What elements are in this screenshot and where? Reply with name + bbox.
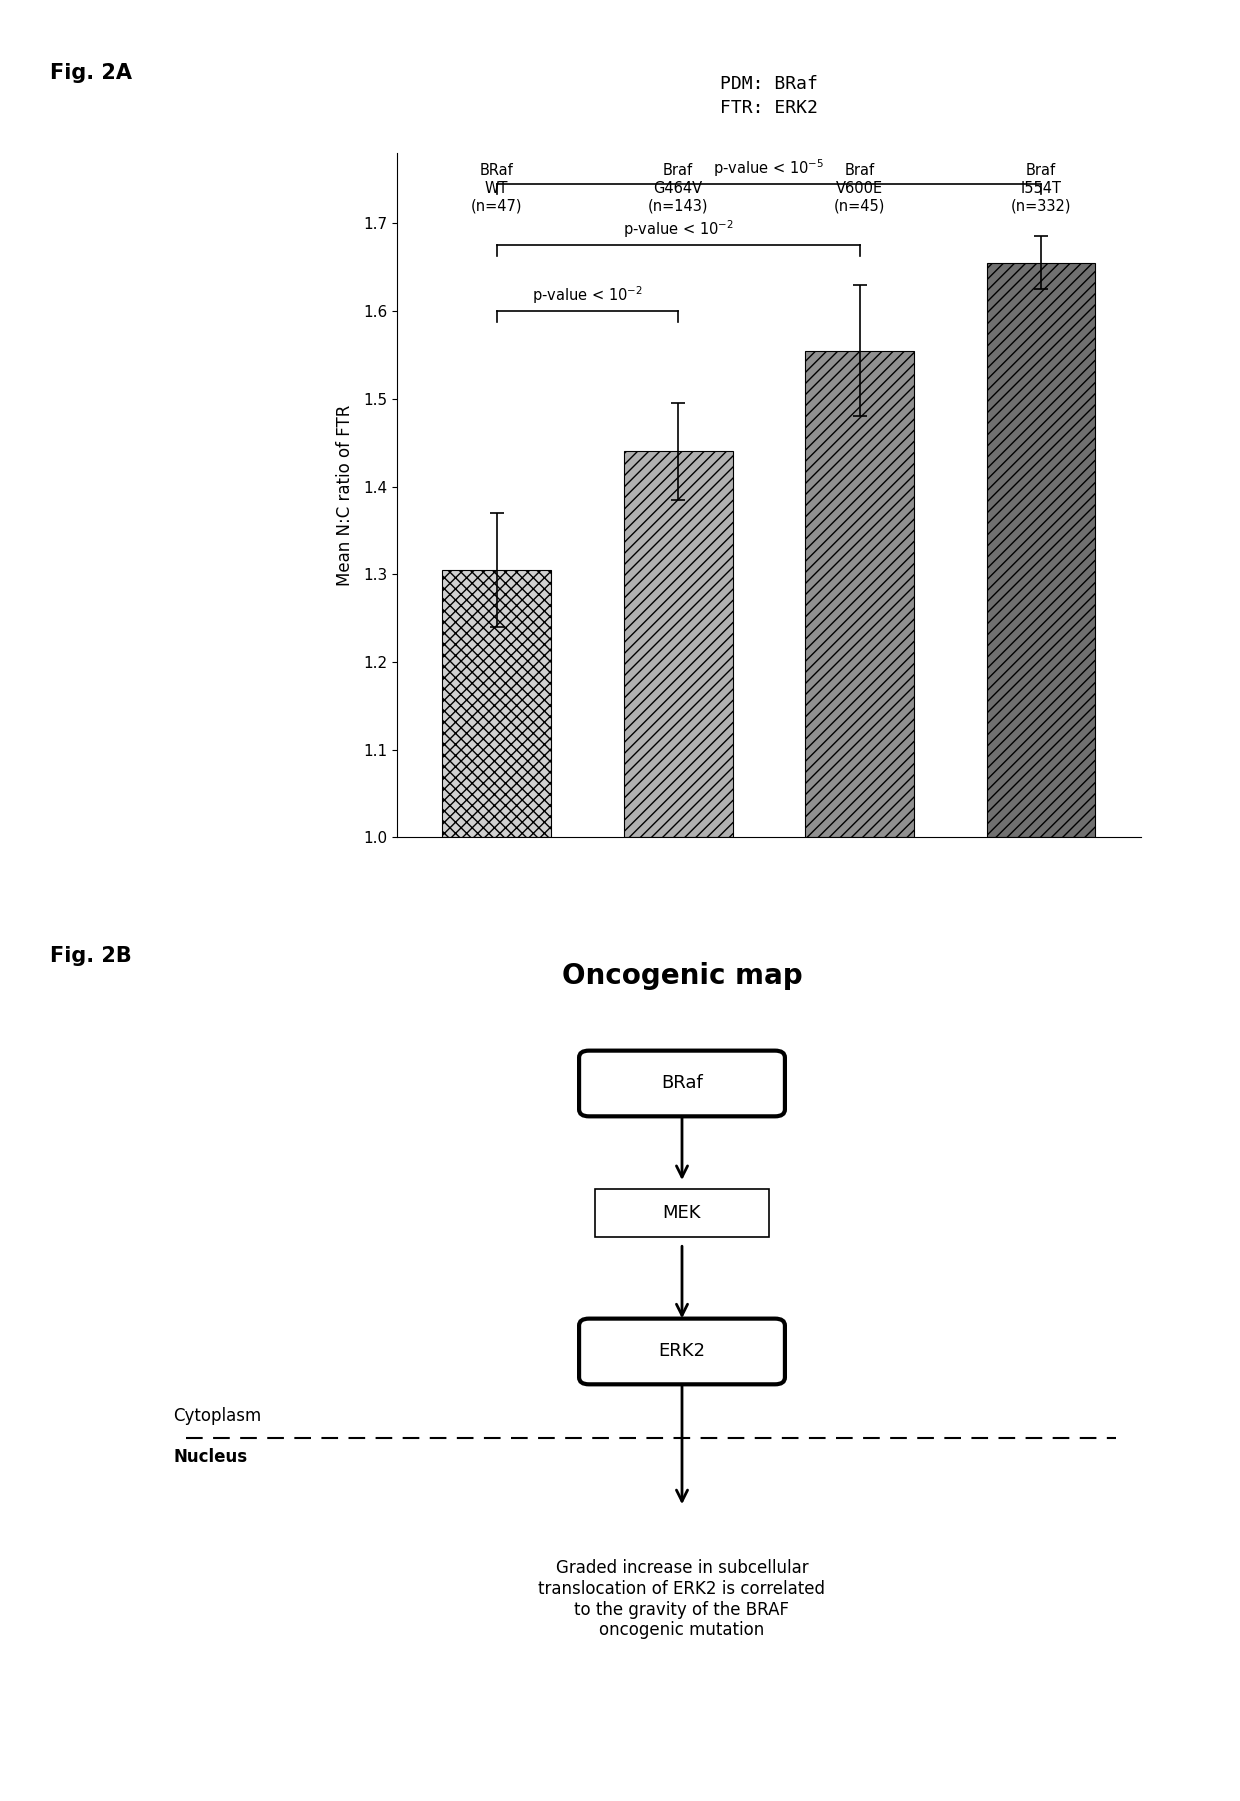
Text: BRaf: BRaf (661, 1075, 703, 1093)
Text: p-value < 10$^{-2}$: p-value < 10$^{-2}$ (532, 285, 642, 306)
Text: Braf
I554T
(n=332): Braf I554T (n=332) (1011, 164, 1071, 213)
Text: p-value < 10$^{-2}$: p-value < 10$^{-2}$ (622, 218, 734, 240)
Text: Braf
G464V
(n=143): Braf G464V (n=143) (647, 164, 708, 213)
Text: PDM: BRaf
FTR: ERK2: PDM: BRaf FTR: ERK2 (720, 76, 817, 117)
Text: MEK: MEK (662, 1205, 702, 1223)
Bar (595, 1189, 769, 1237)
Text: Nucleus: Nucleus (174, 1448, 248, 1466)
Text: Cytoplasm: Cytoplasm (174, 1407, 262, 1425)
Text: Oncogenic map: Oncogenic map (562, 962, 802, 991)
Bar (805, 351, 914, 837)
Text: p-value < 10$^{-5}$: p-value < 10$^{-5}$ (713, 157, 825, 178)
Bar (987, 263, 1095, 837)
Y-axis label: Mean N:C ratio of FTR: Mean N:C ratio of FTR (336, 405, 355, 585)
Text: Fig. 2A: Fig. 2A (50, 63, 131, 83)
Text: Graded increase in subcellular
translocation of ERK2 is correlated
to the gravit: Graded increase in subcellular transloca… (538, 1560, 826, 1639)
FancyBboxPatch shape (579, 1050, 785, 1117)
Text: Fig. 2B: Fig. 2B (50, 946, 131, 965)
Text: Braf
V600E
(n=45): Braf V600E (n=45) (833, 164, 885, 213)
Bar (443, 569, 551, 837)
Text: BRaf
WT
(n=47): BRaf WT (n=47) (471, 164, 522, 213)
FancyBboxPatch shape (579, 1318, 785, 1385)
Text: ERK2: ERK2 (658, 1342, 706, 1360)
Bar (624, 452, 733, 837)
